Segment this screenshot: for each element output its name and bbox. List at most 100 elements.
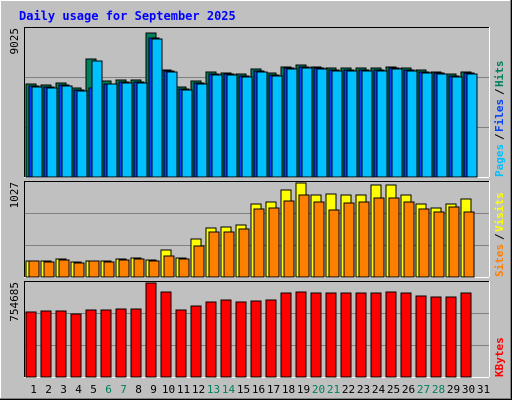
bar-pages-day-23 — [361, 70, 373, 178]
bar-sites-day-22 — [343, 202, 355, 278]
bar-sites-day-28 — [433, 211, 445, 278]
x-tick-label-day-4: 4 — [75, 383, 82, 396]
bar-pages-day-11 — [181, 89, 193, 178]
bar-kbytes-day-29 — [445, 296, 457, 378]
bar-pages-day-27 — [421, 72, 433, 178]
bar-pages-day-21 — [331, 70, 343, 178]
legend-kbytes: KBytes — [493, 337, 506, 377]
bar-pages-day-18 — [286, 68, 298, 178]
x-tick-label-day-6: 6 — [105, 383, 112, 396]
y-max-label-2: 1027 — [8, 182, 21, 209]
bar-kbytes-day-13 — [205, 301, 217, 378]
x-tick-label-day-18: 18 — [282, 383, 295, 396]
x-tick-label-day-30: 30 — [462, 383, 475, 396]
x-tick-label-day-29: 29 — [447, 383, 460, 396]
bar-sites-day-11 — [178, 258, 190, 278]
bar-kbytes-day-6 — [100, 309, 112, 378]
x-tick-label-day-3: 3 — [60, 383, 67, 396]
bar-pages-day-10 — [166, 71, 178, 178]
bar-sites-day-18 — [283, 200, 295, 278]
x-tick-label-day-21: 21 — [327, 383, 340, 396]
x-tick-label-day-31: 31 — [477, 383, 490, 396]
bar-sites-day-21 — [328, 209, 340, 278]
bar-pages-day-26 — [406, 70, 418, 178]
bar-sites-day-5 — [88, 260, 100, 278]
bar-kbytes-day-10 — [160, 291, 172, 378]
x-tick-label-day-20: 20 — [312, 383, 325, 396]
bar-kbytes-day-27 — [415, 295, 427, 378]
bar-pages-day-28 — [436, 73, 448, 178]
bar-kbytes-day-20 — [310, 292, 322, 378]
bar-sites-day-12 — [193, 245, 205, 278]
legend-hits: Hits — [493, 61, 506, 88]
bar-kbytes-day-4 — [70, 313, 82, 378]
bar-sites-day-3 — [58, 259, 70, 278]
bar-kbytes-day-25 — [385, 291, 397, 378]
bar-pages-day-15 — [241, 76, 253, 178]
bar-sites-day-20 — [313, 201, 325, 278]
bar-sites-day-4 — [73, 262, 85, 278]
legend-files: Files — [493, 99, 506, 132]
x-tick-label-day-22: 22 — [342, 383, 355, 396]
bar-pages-day-4 — [76, 90, 88, 178]
bar-pages-day-3 — [61, 85, 73, 178]
bar-kbytes-day-15 — [235, 301, 247, 378]
x-tick-label-day-2: 2 — [45, 383, 52, 396]
bar-sites-day-24 — [373, 197, 385, 278]
bar-sites-day-19 — [298, 194, 310, 278]
bar-kbytes-day-12 — [190, 305, 202, 378]
bar-sites-day-29 — [448, 206, 460, 278]
x-tick-label-day-1: 1 — [30, 383, 37, 396]
y-max-label-1: 9025 — [8, 28, 21, 55]
bar-pages-day-24 — [376, 70, 388, 178]
bar-kbytes-day-11 — [175, 309, 187, 378]
bar-sites-day-13 — [208, 231, 220, 278]
legend-separator-1-0: / — [493, 133, 506, 140]
bar-pages-day-22 — [346, 70, 358, 178]
bar-sites-day-7 — [118, 259, 130, 278]
x-tick-label-day-15: 15 — [237, 383, 250, 396]
bar-pages-day-30 — [466, 73, 478, 178]
bar-kbytes-day-9 — [145, 282, 157, 378]
x-tick-label-day-9: 9 — [150, 383, 157, 396]
bar-sites-day-14 — [223, 231, 235, 278]
bar-pages-day-1 — [31, 86, 43, 178]
x-tick-label-day-14: 14 — [222, 383, 236, 396]
x-tick-label-day-12: 12 — [192, 383, 205, 396]
bar-pages-day-14 — [226, 74, 238, 178]
y-max-label-3: 754685 — [8, 282, 21, 322]
bar-sites-day-2 — [43, 261, 55, 278]
chart-title: Daily usage for September 2025 — [19, 9, 236, 23]
bar-sites-day-27 — [418, 208, 430, 278]
bar-kbytes-day-2 — [40, 310, 52, 378]
bar-pages-day-6 — [106, 83, 118, 178]
bar-pages-day-8 — [136, 82, 148, 178]
bar-sites-day-6 — [103, 261, 115, 278]
legend-pages: Pages — [493, 144, 506, 177]
bar-pages-day-25 — [391, 68, 403, 178]
bar-kbytes-day-16 — [250, 300, 262, 378]
bar-kbytes-day-19 — [295, 291, 307, 378]
bar-pages-day-13 — [211, 74, 223, 178]
bar-pages-day-16 — [256, 71, 268, 178]
bar-kbytes-day-7 — [115, 308, 127, 378]
bar-kbytes-day-30 — [460, 292, 472, 378]
x-tick-label-day-5: 5 — [90, 383, 97, 396]
x-tick-label-day-24: 24 — [372, 383, 386, 396]
bar-pages-day-7 — [121, 82, 133, 178]
bar-sites-day-8 — [133, 258, 145, 278]
bar-pages-day-5 — [91, 60, 103, 178]
bar-kbytes-day-22 — [340, 292, 352, 378]
x-tick-label-day-7: 7 — [120, 383, 127, 396]
bar-sites-day-23 — [358, 201, 370, 278]
x-tick-label-day-16: 16 — [252, 383, 265, 396]
bar-sites-day-16 — [253, 208, 265, 278]
x-tick-label-day-25: 25 — [387, 383, 400, 396]
bar-pages-day-29 — [451, 76, 463, 178]
bar-kbytes-day-14 — [220, 299, 232, 378]
bar-sites-day-9 — [148, 260, 160, 278]
x-tick-label-day-13: 13 — [207, 383, 220, 396]
bar-pages-day-9 — [151, 38, 163, 178]
x-tick-label-day-27: 27 — [417, 383, 430, 396]
bar-pages-day-20 — [316, 68, 328, 178]
